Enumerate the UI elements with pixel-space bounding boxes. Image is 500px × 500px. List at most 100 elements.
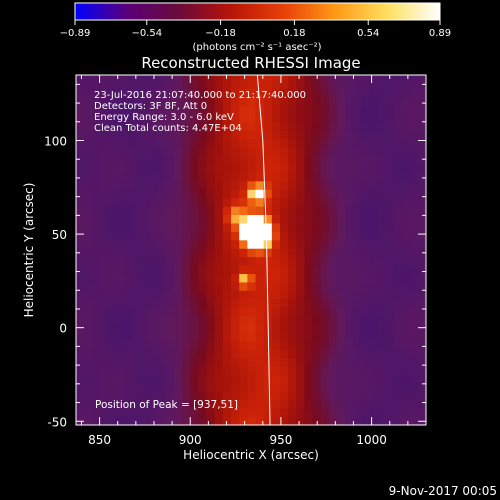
heatmap-cell bbox=[386, 239, 395, 249]
heatmap-cell bbox=[84, 79, 93, 89]
heatmap-cell bbox=[304, 248, 314, 258]
heatmap-cell bbox=[312, 366, 322, 376]
heatmap-cell bbox=[84, 399, 93, 409]
heatmap-cell bbox=[312, 382, 322, 392]
heatmap-cell bbox=[271, 214, 281, 224]
heatmap-cell bbox=[198, 349, 208, 359]
heatmap-cell bbox=[337, 180, 346, 190]
heatmap-cell bbox=[198, 357, 208, 367]
heatmap-cell bbox=[92, 88, 102, 98]
heatmap-cell bbox=[410, 214, 420, 224]
heatmap-cell bbox=[173, 147, 183, 157]
heatmap-cell bbox=[345, 79, 355, 89]
heatmap-cell bbox=[296, 75, 306, 81]
heatmap-cell bbox=[108, 264, 118, 274]
heatmap-cell bbox=[263, 180, 273, 190]
heatmap-cell bbox=[296, 382, 306, 392]
heatmap-cell bbox=[165, 138, 175, 148]
heatmap-cell bbox=[337, 408, 346, 418]
heatmap-cell bbox=[100, 357, 110, 367]
heatmap-cell bbox=[100, 222, 110, 232]
heatmap-cell bbox=[206, 382, 216, 392]
heatmap-cell bbox=[345, 382, 355, 392]
heatmap-cell bbox=[255, 222, 265, 232]
heatmap-cell bbox=[353, 349, 363, 359]
heatmap-cell bbox=[410, 349, 420, 359]
heatmap-cell bbox=[353, 189, 363, 199]
heatmap-cell bbox=[247, 349, 257, 359]
heatmap-cell bbox=[247, 96, 257, 106]
heatmap-cell bbox=[271, 323, 281, 333]
heatmap-cell bbox=[386, 408, 395, 418]
heatmap-cell bbox=[190, 206, 200, 216]
heatmap-cell bbox=[353, 290, 363, 300]
heatmap-cell bbox=[337, 340, 346, 350]
heatmap-cell bbox=[353, 147, 363, 157]
heatmap-cell bbox=[116, 399, 126, 409]
heatmap-cell bbox=[255, 408, 265, 418]
heatmap-cell bbox=[190, 172, 200, 182]
heatmap-cell bbox=[76, 248, 85, 258]
heatmap-cell bbox=[149, 332, 159, 342]
heatmap-cell bbox=[149, 214, 159, 224]
heatmap-cell bbox=[231, 96, 240, 106]
heatmap-cell bbox=[222, 79, 232, 89]
heatmap-cell bbox=[418, 75, 426, 81]
heatmap-cell bbox=[206, 138, 216, 148]
heatmap-cell bbox=[84, 374, 93, 384]
heatmap-cell bbox=[231, 75, 240, 81]
heatmap-cell bbox=[206, 130, 216, 140]
heatmap-cell bbox=[312, 374, 322, 384]
heatmap-cell bbox=[173, 222, 183, 232]
heatmap-cell bbox=[328, 79, 338, 89]
heatmap-cell bbox=[255, 399, 265, 409]
heatmap-cell bbox=[410, 75, 420, 81]
heatmap-cell bbox=[312, 416, 322, 425]
heatmap-cell bbox=[108, 315, 118, 325]
heatmap-cell bbox=[149, 281, 159, 291]
heatmap-cell bbox=[92, 408, 102, 418]
heatmap-cell bbox=[76, 290, 85, 300]
heatmap-cell bbox=[353, 121, 363, 131]
heatmap-cell bbox=[386, 399, 395, 409]
heatmap-cell bbox=[402, 357, 412, 367]
heatmap-cell bbox=[133, 290, 142, 300]
heatmap-cell bbox=[337, 391, 346, 401]
heatmap-cell bbox=[173, 323, 183, 333]
heatmap-cell bbox=[214, 281, 224, 291]
heatmap-cell bbox=[149, 382, 159, 392]
heatmap-cell bbox=[394, 416, 404, 425]
heatmap-cell bbox=[271, 172, 281, 182]
heatmap-cell bbox=[165, 104, 175, 114]
heatmap-cell bbox=[304, 138, 314, 148]
heatmap-cell bbox=[182, 298, 191, 308]
heatmap-cell bbox=[345, 264, 355, 274]
heatmap-cell bbox=[304, 357, 314, 367]
heatmap-cell bbox=[116, 155, 126, 165]
heatmap-cell bbox=[76, 147, 85, 157]
heatmap-cell bbox=[124, 214, 134, 224]
heatmap-cell bbox=[410, 104, 420, 114]
heatmap-cell bbox=[124, 239, 134, 249]
heatmap-cell bbox=[157, 113, 167, 123]
heatmap-cell bbox=[337, 172, 346, 182]
heatmap-cell bbox=[141, 399, 151, 409]
heatmap-cell bbox=[353, 323, 363, 333]
heatmap-cell bbox=[386, 147, 395, 157]
heatmap-cell bbox=[116, 340, 126, 350]
heatmap-cell bbox=[149, 315, 159, 325]
heatmap-cell bbox=[394, 163, 404, 173]
heatmap-cell bbox=[116, 130, 126, 140]
heatmap-cell bbox=[288, 138, 297, 148]
heatmap-cell bbox=[165, 214, 175, 224]
heatmap-cell bbox=[337, 281, 346, 291]
heatmap-cell bbox=[263, 264, 273, 274]
heatmap-cell bbox=[190, 222, 200, 232]
heatmap-cell bbox=[247, 163, 257, 173]
heatmap-cell bbox=[386, 391, 395, 401]
heatmap-cell bbox=[133, 231, 142, 241]
heatmap-cell bbox=[157, 298, 167, 308]
solar-limb-line bbox=[256, 75, 271, 425]
heatmap-cell bbox=[280, 214, 289, 224]
heatmap-cell bbox=[418, 366, 426, 376]
